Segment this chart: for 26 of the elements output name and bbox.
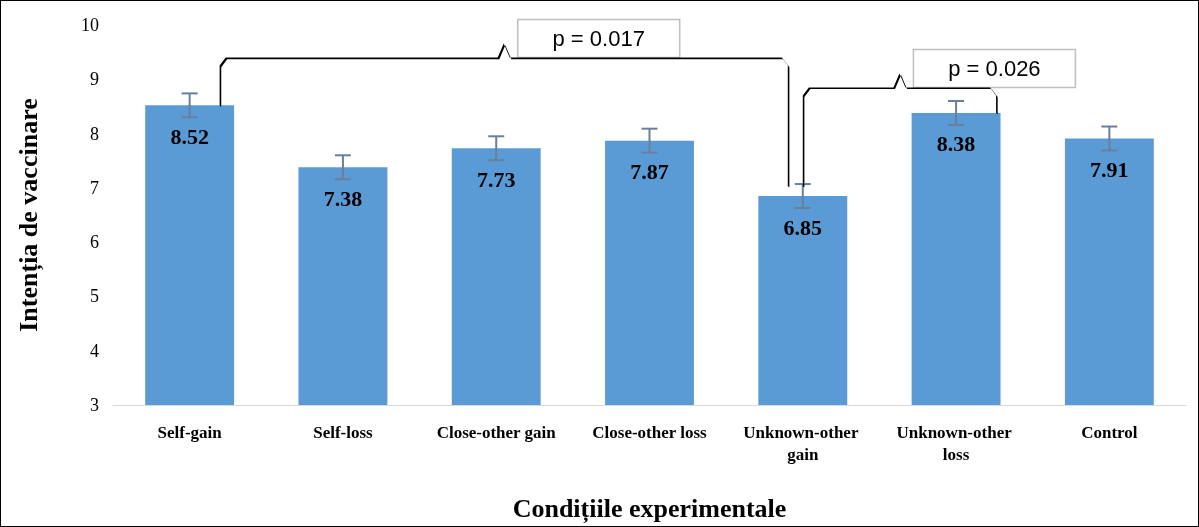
data-label: 8.38 — [936, 131, 976, 157]
x-tick-label: Self-loss — [313, 422, 374, 442]
data-label: 7.73 — [476, 166, 516, 192]
annotation: p = 0.017 — [552, 26, 645, 52]
data-label: 7.38 — [323, 185, 363, 211]
data-label: 7.91 — [1090, 156, 1129, 182]
y-tick-label: 3 — [90, 395, 99, 415]
x-tick-label: Self-gain — [157, 422, 223, 442]
x-axis-title: Condițiile experimentale — [512, 493, 787, 524]
x-tick-label: Unknown-other gain — [743, 422, 863, 464]
x-tick-label: Control — [1081, 422, 1138, 442]
y-tick-label: 8 — [90, 123, 99, 144]
data-label: 6.85 — [783, 214, 823, 240]
y-tick-label: 10 — [81, 15, 99, 35]
y-tick-label: 7 — [90, 177, 99, 198]
y-tick-label: 9 — [90, 69, 99, 90]
y-axis-title: Intenția de vaccinare — [13, 98, 44, 332]
y-tick-label: 6 — [90, 232, 99, 253]
data-label: 8.52 — [170, 123, 209, 149]
annotation: p = 0.026 — [948, 55, 1041, 81]
x-tick-label: Unknown-other loss — [896, 422, 1016, 464]
x-tick-label: Close-other loss — [592, 422, 708, 442]
y-tick-label: 4 — [90, 340, 99, 361]
data-label: 7.87 — [630, 159, 669, 185]
x-tick-label: Close-other gain — [436, 422, 557, 442]
y-tick-label: 5 — [90, 286, 99, 307]
